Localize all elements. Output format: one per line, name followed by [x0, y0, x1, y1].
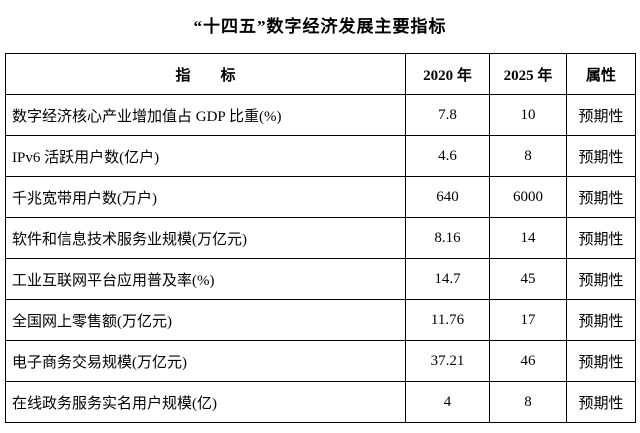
- table-row: IPv6 活跃用户数(亿户) 4.6 8 预期性: [5, 135, 636, 177]
- value-2020-cell: 4.6: [405, 135, 490, 177]
- attribute-cell: 预期性: [566, 258, 636, 300]
- indicator-cell: 工业互联网平台应用普及率(%): [5, 258, 406, 300]
- table-row: 千兆宽带用户数(万户) 640 6000 预期性: [5, 176, 636, 218]
- value-2025-cell: 10: [489, 94, 567, 136]
- header-2020: 2020 年: [405, 53, 490, 95]
- table-row: 软件和信息技术服务业规模(万亿元) 8.16 14 预期性: [5, 217, 636, 259]
- table-header-row: 指 标 2020 年 2025 年 属性: [5, 53, 636, 95]
- table-row: 电子商务交易规模(万亿元) 37.21 46 预期性: [5, 340, 636, 382]
- value-2020-cell: 7.8: [405, 94, 490, 136]
- attribute-cell: 预期性: [566, 381, 636, 423]
- value-2020-cell: 11.76: [405, 299, 490, 341]
- value-2025-cell: 14: [489, 217, 567, 259]
- indicator-cell: 在线政务服务实名用户规模(亿): [5, 381, 406, 423]
- indicator-cell: IPv6 活跃用户数(亿户): [5, 135, 406, 177]
- value-2025-cell: 8: [489, 135, 567, 177]
- indicator-cell: 千兆宽带用户数(万户): [5, 176, 406, 218]
- value-2025-cell: 17: [489, 299, 567, 341]
- indicator-cell: 电子商务交易规模(万亿元): [5, 340, 406, 382]
- indicator-cell: 全国网上零售额(万亿元): [5, 299, 406, 341]
- indicator-cell: 软件和信息技术服务业规模(万亿元): [5, 217, 406, 259]
- table-row: 全国网上零售额(万亿元) 11.76 17 预期性: [5, 299, 636, 341]
- table-row: 数字经济核心产业增加值占 GDP 比重(%) 7.8 10 预期性: [5, 94, 636, 136]
- value-2020-cell: 14.7: [405, 258, 490, 300]
- table-row: 工业互联网平台应用普及率(%) 14.7 45 预期性: [5, 258, 636, 300]
- header-attribute: 属性: [566, 53, 636, 95]
- header-indicator: 指 标: [5, 53, 406, 95]
- value-2020-cell: 8.16: [405, 217, 490, 259]
- value-2025-cell: 6000: [489, 176, 567, 218]
- value-2025-cell: 45: [489, 258, 567, 300]
- value-2025-cell: 8: [489, 381, 567, 423]
- attribute-cell: 预期性: [566, 176, 636, 218]
- header-2025: 2025 年: [489, 53, 567, 95]
- page-title: “十四五”数字经济发展主要指标: [193, 17, 447, 36]
- table-row: 在线政务服务实名用户规模(亿) 4 8 预期性: [5, 381, 636, 423]
- value-2025-cell: 46: [489, 340, 567, 382]
- indicator-cell: 数字经济核心产业增加值占 GDP 比重(%): [5, 94, 406, 136]
- attribute-cell: 预期性: [566, 340, 636, 382]
- attribute-cell: 预期性: [566, 299, 636, 341]
- value-2020-cell: 4: [405, 381, 490, 423]
- attribute-cell: 预期性: [566, 135, 636, 177]
- value-2020-cell: 37.21: [405, 340, 490, 382]
- attribute-cell: 预期性: [566, 217, 636, 259]
- indicator-table: 指 标 2020 年 2025 年 属性 数字经济核心产业增加值占 GDP 比重…: [5, 53, 636, 423]
- value-2020-cell: 640: [405, 176, 490, 218]
- attribute-cell: 预期性: [566, 94, 636, 136]
